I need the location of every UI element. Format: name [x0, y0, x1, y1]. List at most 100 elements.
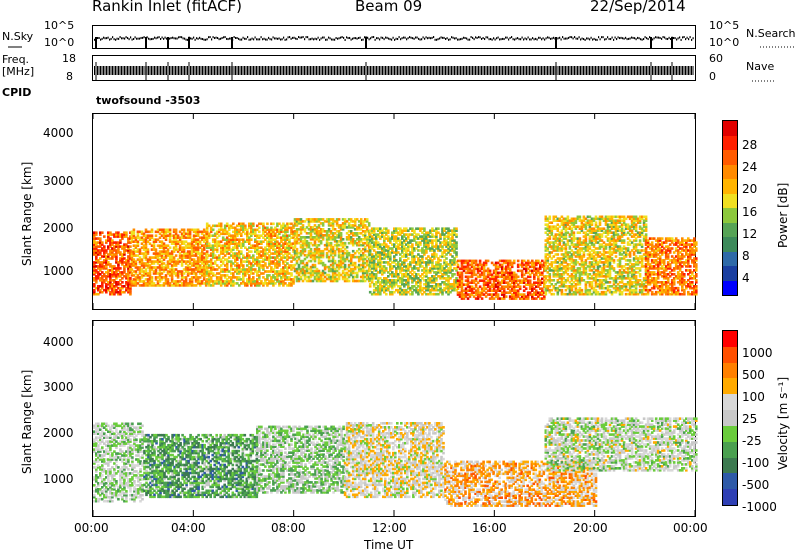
data-cell	[578, 247, 582, 250]
data-cell	[288, 266, 291, 269]
data-cell	[176, 274, 180, 277]
data-cell	[397, 285, 400, 288]
data-cell	[372, 255, 376, 258]
data-cell	[546, 286, 550, 290]
data-cell	[284, 264, 287, 267]
data-cell	[435, 273, 438, 276]
data-cell	[582, 231, 586, 234]
data-cell	[248, 226, 251, 230]
data-cell	[202, 256, 206, 259]
data-cell	[166, 228, 170, 232]
data-cell	[391, 281, 394, 284]
data-cell	[162, 258, 166, 261]
data-cell	[419, 285, 422, 288]
data-cell	[142, 240, 146, 243]
data-cell	[238, 228, 241, 232]
data-cell	[152, 260, 156, 263]
data-cell	[188, 242, 192, 245]
data-cell	[429, 239, 432, 242]
data-cell	[264, 256, 267, 259]
data-cell	[178, 238, 182, 241]
data-cell	[498, 281, 502, 284]
data-cell	[109, 269, 112, 272]
data-cell	[558, 217, 562, 221]
data-cell	[270, 266, 273, 269]
data-cell	[321, 224, 325, 227]
data-cell	[205, 280, 209, 283]
data-cell	[215, 230, 219, 234]
data-cell	[198, 240, 202, 243]
data-cell	[194, 248, 198, 251]
data-cell	[317, 232, 321, 235]
data-cell	[202, 238, 206, 241]
data-cell	[584, 267, 588, 270]
data-cell	[148, 238, 152, 241]
data-cell	[368, 259, 372, 262]
data-cell	[95, 243, 98, 246]
data-cell	[192, 258, 196, 261]
data-cell	[280, 276, 283, 279]
data-cell	[472, 267, 476, 271]
data-cell	[140, 276, 144, 279]
data-cell	[307, 222, 311, 225]
data-cell	[447, 247, 450, 250]
data-cell	[311, 269, 315, 273]
data-cell	[227, 260, 231, 263]
data-cell	[389, 259, 392, 262]
data-cell	[256, 258, 259, 261]
data-cell	[278, 246, 281, 249]
data-cell	[221, 274, 225, 277]
data-cell	[132, 234, 136, 237]
data-cell	[207, 276, 211, 279]
data-cell	[566, 279, 570, 282]
data-cell	[186, 268, 190, 271]
data-cell	[202, 234, 206, 237]
data-cell	[427, 241, 430, 244]
data-cell	[125, 273, 128, 276]
data-cell	[105, 249, 108, 252]
data-cell	[411, 249, 414, 252]
data-cell	[524, 265, 528, 269]
data-cell	[144, 246, 148, 249]
data-cell	[319, 253, 323, 257]
data-cell	[301, 273, 305, 277]
data-cell	[250, 266, 253, 269]
data-cell	[554, 283, 558, 286]
data-cell	[103, 265, 106, 268]
data-cell	[230, 262, 233, 265]
data-cell	[323, 267, 327, 271]
data-cell	[317, 273, 321, 277]
data-cell	[97, 265, 100, 268]
data-cell	[566, 253, 570, 256]
data-cell	[192, 244, 196, 247]
data-cell	[240, 282, 243, 285]
data-cell	[572, 243, 576, 246]
data-cell	[205, 244, 209, 247]
data-cell	[250, 284, 253, 287]
data-cell	[280, 224, 283, 228]
data-cell	[486, 283, 490, 286]
data-cell	[379, 261, 382, 264]
data-cell	[374, 275, 378, 278]
data-cell	[389, 239, 392, 242]
data-cell	[264, 246, 267, 249]
data-cell	[178, 236, 182, 239]
data-cell	[470, 263, 474, 267]
data-cell	[381, 243, 384, 246]
data-cell	[119, 245, 122, 248]
data-cell	[303, 240, 307, 243]
data-cell	[409, 253, 412, 256]
data-cell	[160, 266, 164, 269]
data-cell	[286, 268, 289, 271]
data-cell	[109, 277, 112, 280]
beam-label: Beam 09	[355, 0, 423, 15]
data-cell	[242, 230, 245, 234]
data-cell	[272, 284, 275, 287]
data-cell	[293, 251, 297, 255]
data-cell	[136, 234, 140, 237]
data-cell	[427, 239, 430, 242]
data-cell	[274, 282, 277, 285]
data-cell	[258, 284, 261, 287]
data-cell	[293, 238, 297, 241]
data-cell	[584, 290, 588, 294]
